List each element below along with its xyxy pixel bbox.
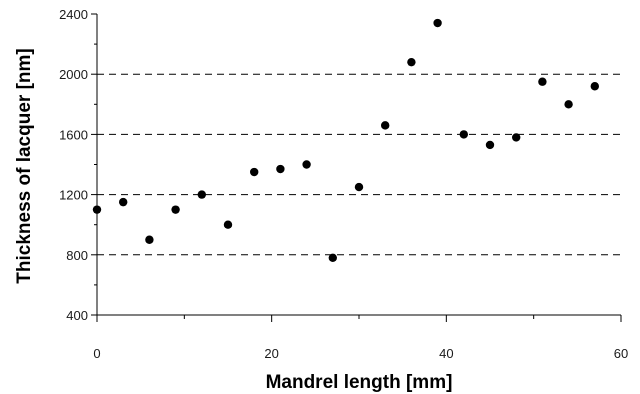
data-point bbox=[250, 167, 259, 177]
data-point bbox=[381, 121, 390, 130]
data-point bbox=[119, 197, 128, 207]
data-point bbox=[197, 190, 206, 199]
data-point bbox=[538, 77, 547, 86]
y-tick-label-400: 400 bbox=[66, 308, 88, 323]
data-point bbox=[223, 220, 233, 229]
y-tick-label-2000: 2000 bbox=[59, 67, 88, 82]
data-point bbox=[564, 100, 573, 109]
grid-lines bbox=[97, 73, 621, 256]
data-point bbox=[354, 182, 364, 192]
data-point bbox=[92, 205, 102, 214]
y-tick-label-800: 800 bbox=[66, 248, 88, 263]
y-tick-label-1200: 1200 bbox=[59, 188, 88, 203]
data-point bbox=[302, 160, 311, 169]
x-tick-label-40: 40 bbox=[439, 346, 453, 361]
tick-labels: 400 800 1200 1600 2000 2400 0 20 40 60 bbox=[59, 7, 628, 361]
y-axis-title: Thickness of lacquer [nm] bbox=[14, 48, 35, 283]
data-point bbox=[276, 164, 285, 174]
y-tick-label-1600: 1600 bbox=[59, 127, 88, 142]
axes bbox=[96, 14, 621, 316]
data-point bbox=[590, 82, 599, 91]
data-point bbox=[485, 140, 495, 150]
y-tick-label-2400: 2400 bbox=[59, 7, 88, 22]
x-tick-label-20: 20 bbox=[264, 346, 278, 361]
data-point bbox=[407, 57, 416, 67]
axis-ticks bbox=[91, 13, 622, 322]
data-point bbox=[459, 130, 468, 139]
data-point bbox=[328, 253, 337, 263]
data-point bbox=[433, 18, 442, 28]
data-point bbox=[171, 205, 180, 214]
data-points bbox=[92, 18, 599, 263]
x-tick-label-0: 0 bbox=[93, 346, 100, 361]
x-tick-label-60: 60 bbox=[614, 346, 628, 361]
data-point bbox=[145, 235, 154, 244]
x-axis-title: Mandrel length [mm] bbox=[266, 372, 453, 393]
data-point bbox=[512, 133, 521, 142]
